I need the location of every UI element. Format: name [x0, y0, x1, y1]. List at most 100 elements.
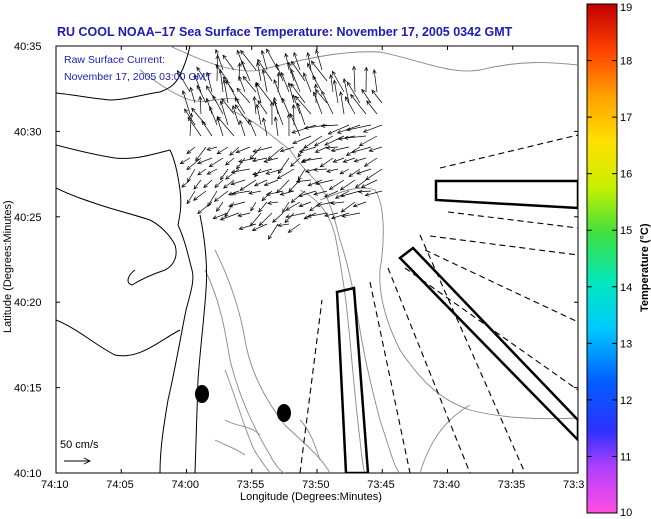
current-arrow — [282, 201, 290, 214]
current-arrow — [297, 168, 306, 181]
current-arrow — [273, 100, 284, 126]
current-arrow — [198, 95, 203, 115]
current-arrow — [313, 167, 328, 172]
current-arrow — [206, 168, 218, 175]
current-arrow — [215, 48, 224, 71]
current-arrow — [360, 179, 378, 188]
current-arrow — [343, 135, 367, 140]
y-axis: 40:35 40:30 40:25 40:20 40:15 40:10 — [14, 41, 578, 480]
current-arrow — [258, 212, 273, 227]
current-arrow — [287, 61, 295, 82]
current-arrow — [201, 120, 213, 137]
current-arrow — [189, 86, 196, 104]
current-arrow — [287, 223, 301, 233]
current-arrow — [258, 201, 268, 213]
x-tick-label: 73:50 — [302, 479, 330, 491]
x-tick-label: 73:3 — [563, 479, 584, 491]
current-arrow — [248, 118, 257, 137]
current-arrow — [251, 223, 268, 232]
current-arrow — [265, 168, 284, 175]
current-arrow — [260, 49, 268, 71]
y-tick-label: 40:10 — [14, 468, 42, 480]
current-arrow — [313, 190, 328, 196]
y-axis-label: Latitude (Degrees:Minutes) — [2, 200, 14, 333]
current-arrow — [281, 97, 290, 115]
y-tick-label: 40:25 — [14, 212, 42, 224]
x-tick-label: 74:10 — [41, 479, 69, 491]
current-annotation-line1: Raw Surface Current: — [64, 54, 165, 66]
current-arrow — [330, 146, 350, 153]
station-marker — [277, 404, 291, 422]
current-arrow — [219, 100, 229, 126]
current-arrow — [253, 179, 268, 187]
current-arrow — [356, 168, 372, 175]
current-arrow — [355, 179, 367, 189]
current-arrow — [313, 83, 318, 104]
x-tick-label: 73:35 — [498, 479, 526, 491]
colorbar-tick-label: 12 — [620, 395, 632, 407]
current-arrow — [231, 190, 251, 196]
current-arrow — [368, 146, 383, 152]
current-arrow — [332, 79, 339, 104]
current-arrow — [319, 157, 334, 168]
current-arrow — [302, 72, 312, 93]
current-arrow — [237, 212, 251, 218]
current-arrow — [276, 71, 281, 93]
map-title: RU COOL NOAA–17 Sea Surface Temperature:… — [57, 25, 513, 39]
current-arrow — [187, 116, 202, 137]
current-arrow — [352, 65, 357, 93]
current-arrow — [240, 49, 257, 71]
current-arrow — [265, 190, 284, 197]
current-arrow — [344, 96, 356, 115]
x-axis: 74:10 74:05 74:00 73:55 73:50 73:45 73:40 73:35… — [41, 46, 584, 491]
current-arrow — [250, 201, 257, 212]
current-arrow — [361, 88, 372, 104]
colorbar — [586, 3, 618, 514]
colorbar-label: Temperature (°C) — [639, 223, 651, 312]
current-arrow — [290, 190, 306, 204]
current-arrow — [205, 71, 213, 93]
colorbar-tick-label: 15 — [620, 225, 632, 237]
colorbar-tick-label: 10 — [620, 507, 632, 519]
current-arrow — [339, 91, 345, 115]
current-arrow — [261, 117, 268, 137]
current-arrow — [290, 157, 301, 167]
current-arrow — [222, 54, 235, 71]
current-arrow — [212, 212, 229, 220]
coastline — [56, 46, 208, 473]
current-arrow — [236, 157, 246, 170]
current-arrow — [326, 168, 339, 173]
colorbar-tick-label: 13 — [620, 338, 632, 350]
current-arrow — [216, 116, 235, 137]
x-tick-label: 73:55 — [237, 479, 265, 491]
current-arrow — [312, 91, 323, 115]
current-arrow — [301, 157, 323, 163]
colorbar-ticks: 19 18 17 16 15 14 13 12 11 10 — [587, 2, 632, 519]
current-arrow — [279, 146, 295, 153]
current-arrow — [252, 168, 273, 176]
current-arrow — [186, 157, 202, 171]
current-arrow — [261, 69, 268, 93]
current-arrow — [218, 68, 224, 93]
current-arrow — [181, 179, 191, 188]
current-arrow — [328, 179, 345, 190]
current-arrow — [238, 223, 257, 230]
current-arrow — [353, 157, 367, 163]
current-arrow — [321, 90, 334, 115]
current-arrow — [196, 84, 207, 104]
current-arrow — [248, 190, 262, 195]
y-tick-label: 40:20 — [14, 297, 42, 309]
current-arrow — [225, 168, 240, 180]
current-arrow — [267, 223, 279, 240]
current-arrow — [229, 146, 240, 156]
current-arrow — [312, 75, 323, 93]
current-arrow — [234, 104, 251, 126]
current-arrow — [235, 146, 251, 154]
current-arrow — [340, 201, 356, 213]
plot-frame — [55, 45, 579, 474]
current-arrow — [207, 190, 218, 207]
current-arrow — [255, 103, 262, 126]
current-arrow — [208, 157, 224, 168]
current-arrow — [273, 116, 279, 137]
current-arrow — [267, 146, 284, 161]
